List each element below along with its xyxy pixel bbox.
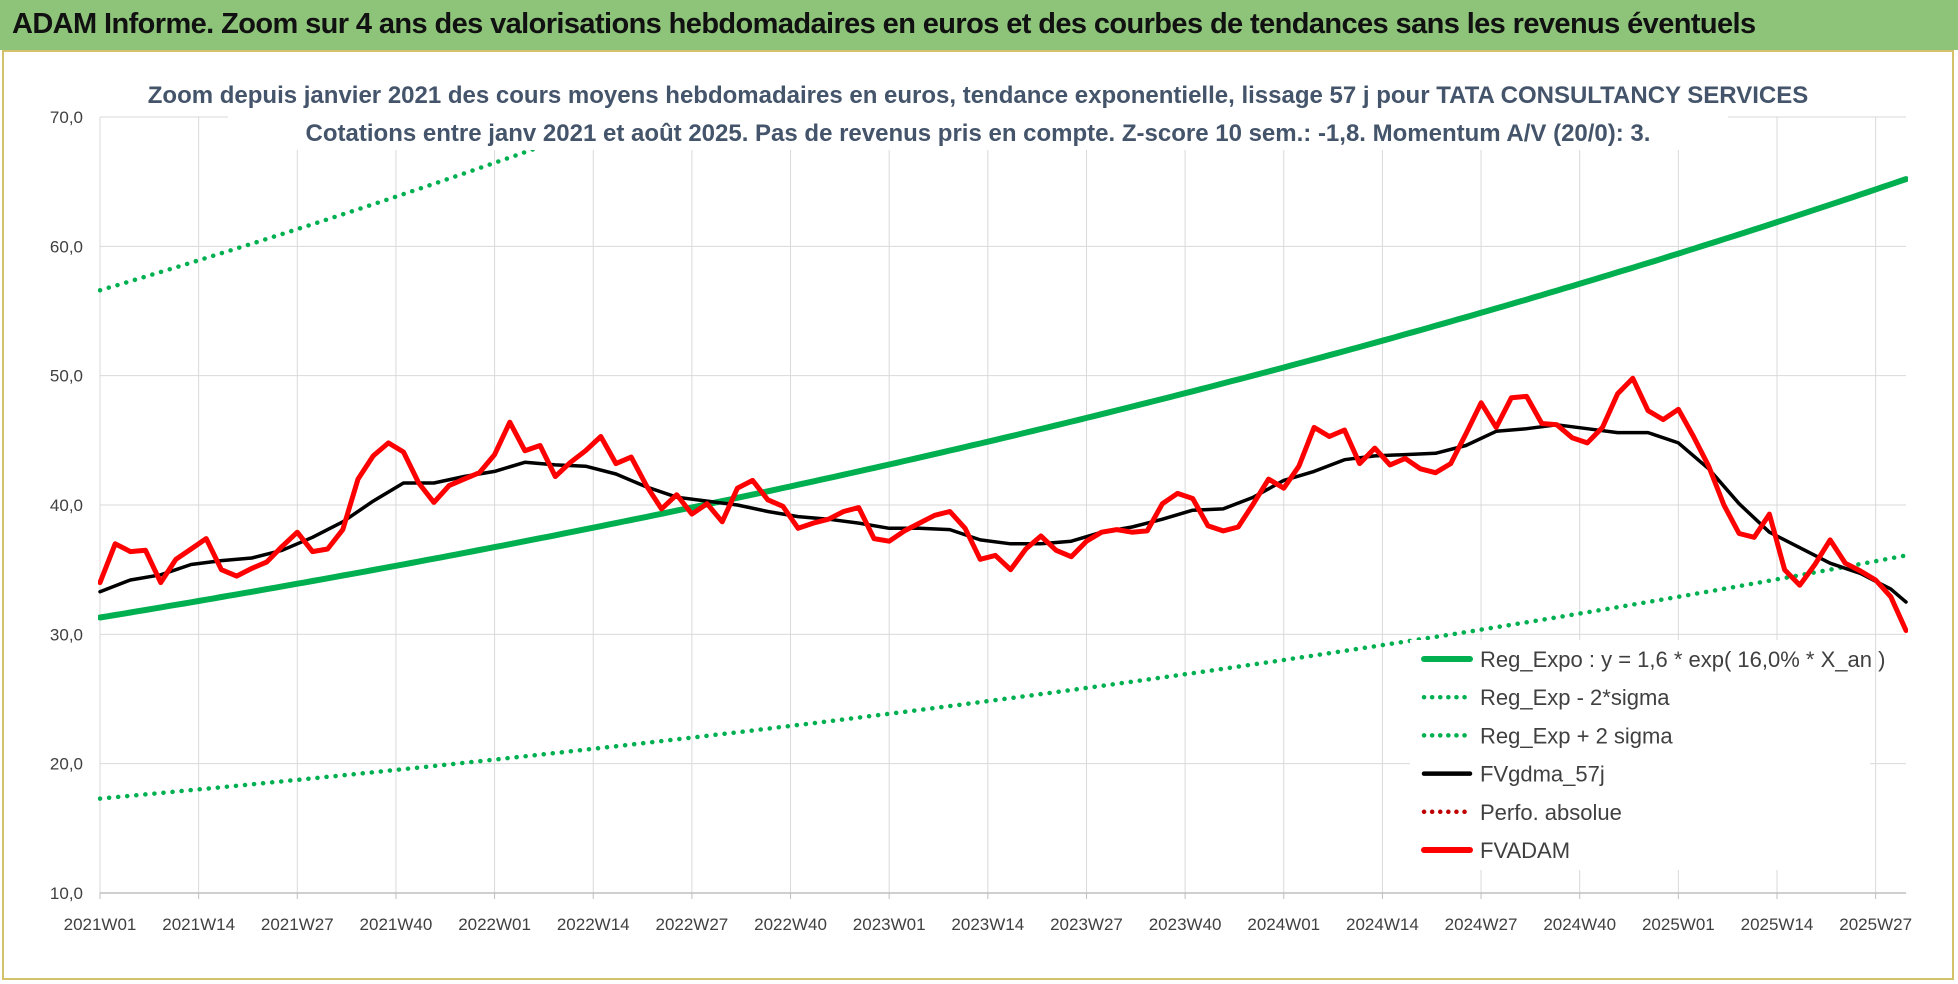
x-tick-label: 2025W01 [1642,915,1715,934]
x-tick-label: 2023W40 [1149,915,1222,934]
x-tick-label: 2024W14 [1346,915,1419,934]
legend-label-1: Reg_Exp - 2*sigma [1480,685,1670,710]
series-line-1 [98,553,1908,801]
x-tick-label: 2023W14 [951,915,1024,934]
x-tick-label: 2022W01 [458,915,531,934]
chart-title: Zoom depuis janvier 2021 des cours moyen… [148,82,1808,109]
chart-frame [2,50,1954,980]
header-banner: ADAM Informe. Zoom sur 4 ans des valoris… [0,0,1958,50]
series-line-0 [98,176,1908,621]
x-tick-label: 2025W14 [1741,915,1814,934]
y-tick-label: 40,0 [50,496,83,515]
x-tick-label: 2021W01 [64,915,137,934]
legend-label-5: FVADAM [1480,838,1570,863]
x-tick-label: 2022W14 [557,915,630,934]
x-tick-label: 2021W14 [162,915,235,934]
x-tick-label: 2021W40 [360,915,433,934]
series-lines [98,115,1908,801]
x-tick-label: 2024W01 [1247,915,1320,934]
title-background [228,78,1728,150]
series-line-3 [98,423,1908,604]
y-tick-label: 10,0 [50,884,83,903]
axes: 10,0 20,0 30,0 40,0 50,0 60,0 70,0 2021W01 2021W… [50,108,1912,934]
legend-label-0: Reg_Expo : y = 1,6 * exp( 16,0% * X_an ) [1480,647,1885,672]
x-tick-label: 2023W01 [853,915,926,934]
legend-label-3: FVgdma_57j [1480,762,1605,787]
x-tick-label: 2024W27 [1445,915,1518,934]
series-line-5 [98,375,1908,633]
legend: Reg_Expo : y = 1,6 * exp( 16,0% * X_an )… [1410,640,1885,870]
y-tick-label: 30,0 [50,625,83,644]
y-tick-label: 20,0 [50,755,83,774]
legend-label-2: Reg_Exp + 2 sigma [1480,723,1673,748]
y-tick-label: 60,0 [50,237,83,256]
chart-subtitle: Cotations entre janv 2021 et août 2025. … [306,120,1651,147]
page-title: ADAM Informe. Zoom sur 4 ans des valoris… [12,8,1756,40]
y-tick-label: 70,0 [50,108,83,127]
x-tick-label: 2023W27 [1050,915,1123,934]
x-tick-label: 2021W27 [261,915,334,934]
x-tick-label: 2024W40 [1543,915,1616,934]
legend-label-4: Perfo. absolue [1480,800,1622,825]
legend-background [1410,640,1870,870]
y-tick-label: 50,0 [50,367,83,386]
chart-title-block: Zoom depuis janvier 2021 des cours moyen… [148,78,1808,150]
x-tick-label: 2022W40 [754,915,827,934]
x-tick-label: 2022W27 [655,915,728,934]
x-tick-label: 2025W27 [1839,915,1912,934]
